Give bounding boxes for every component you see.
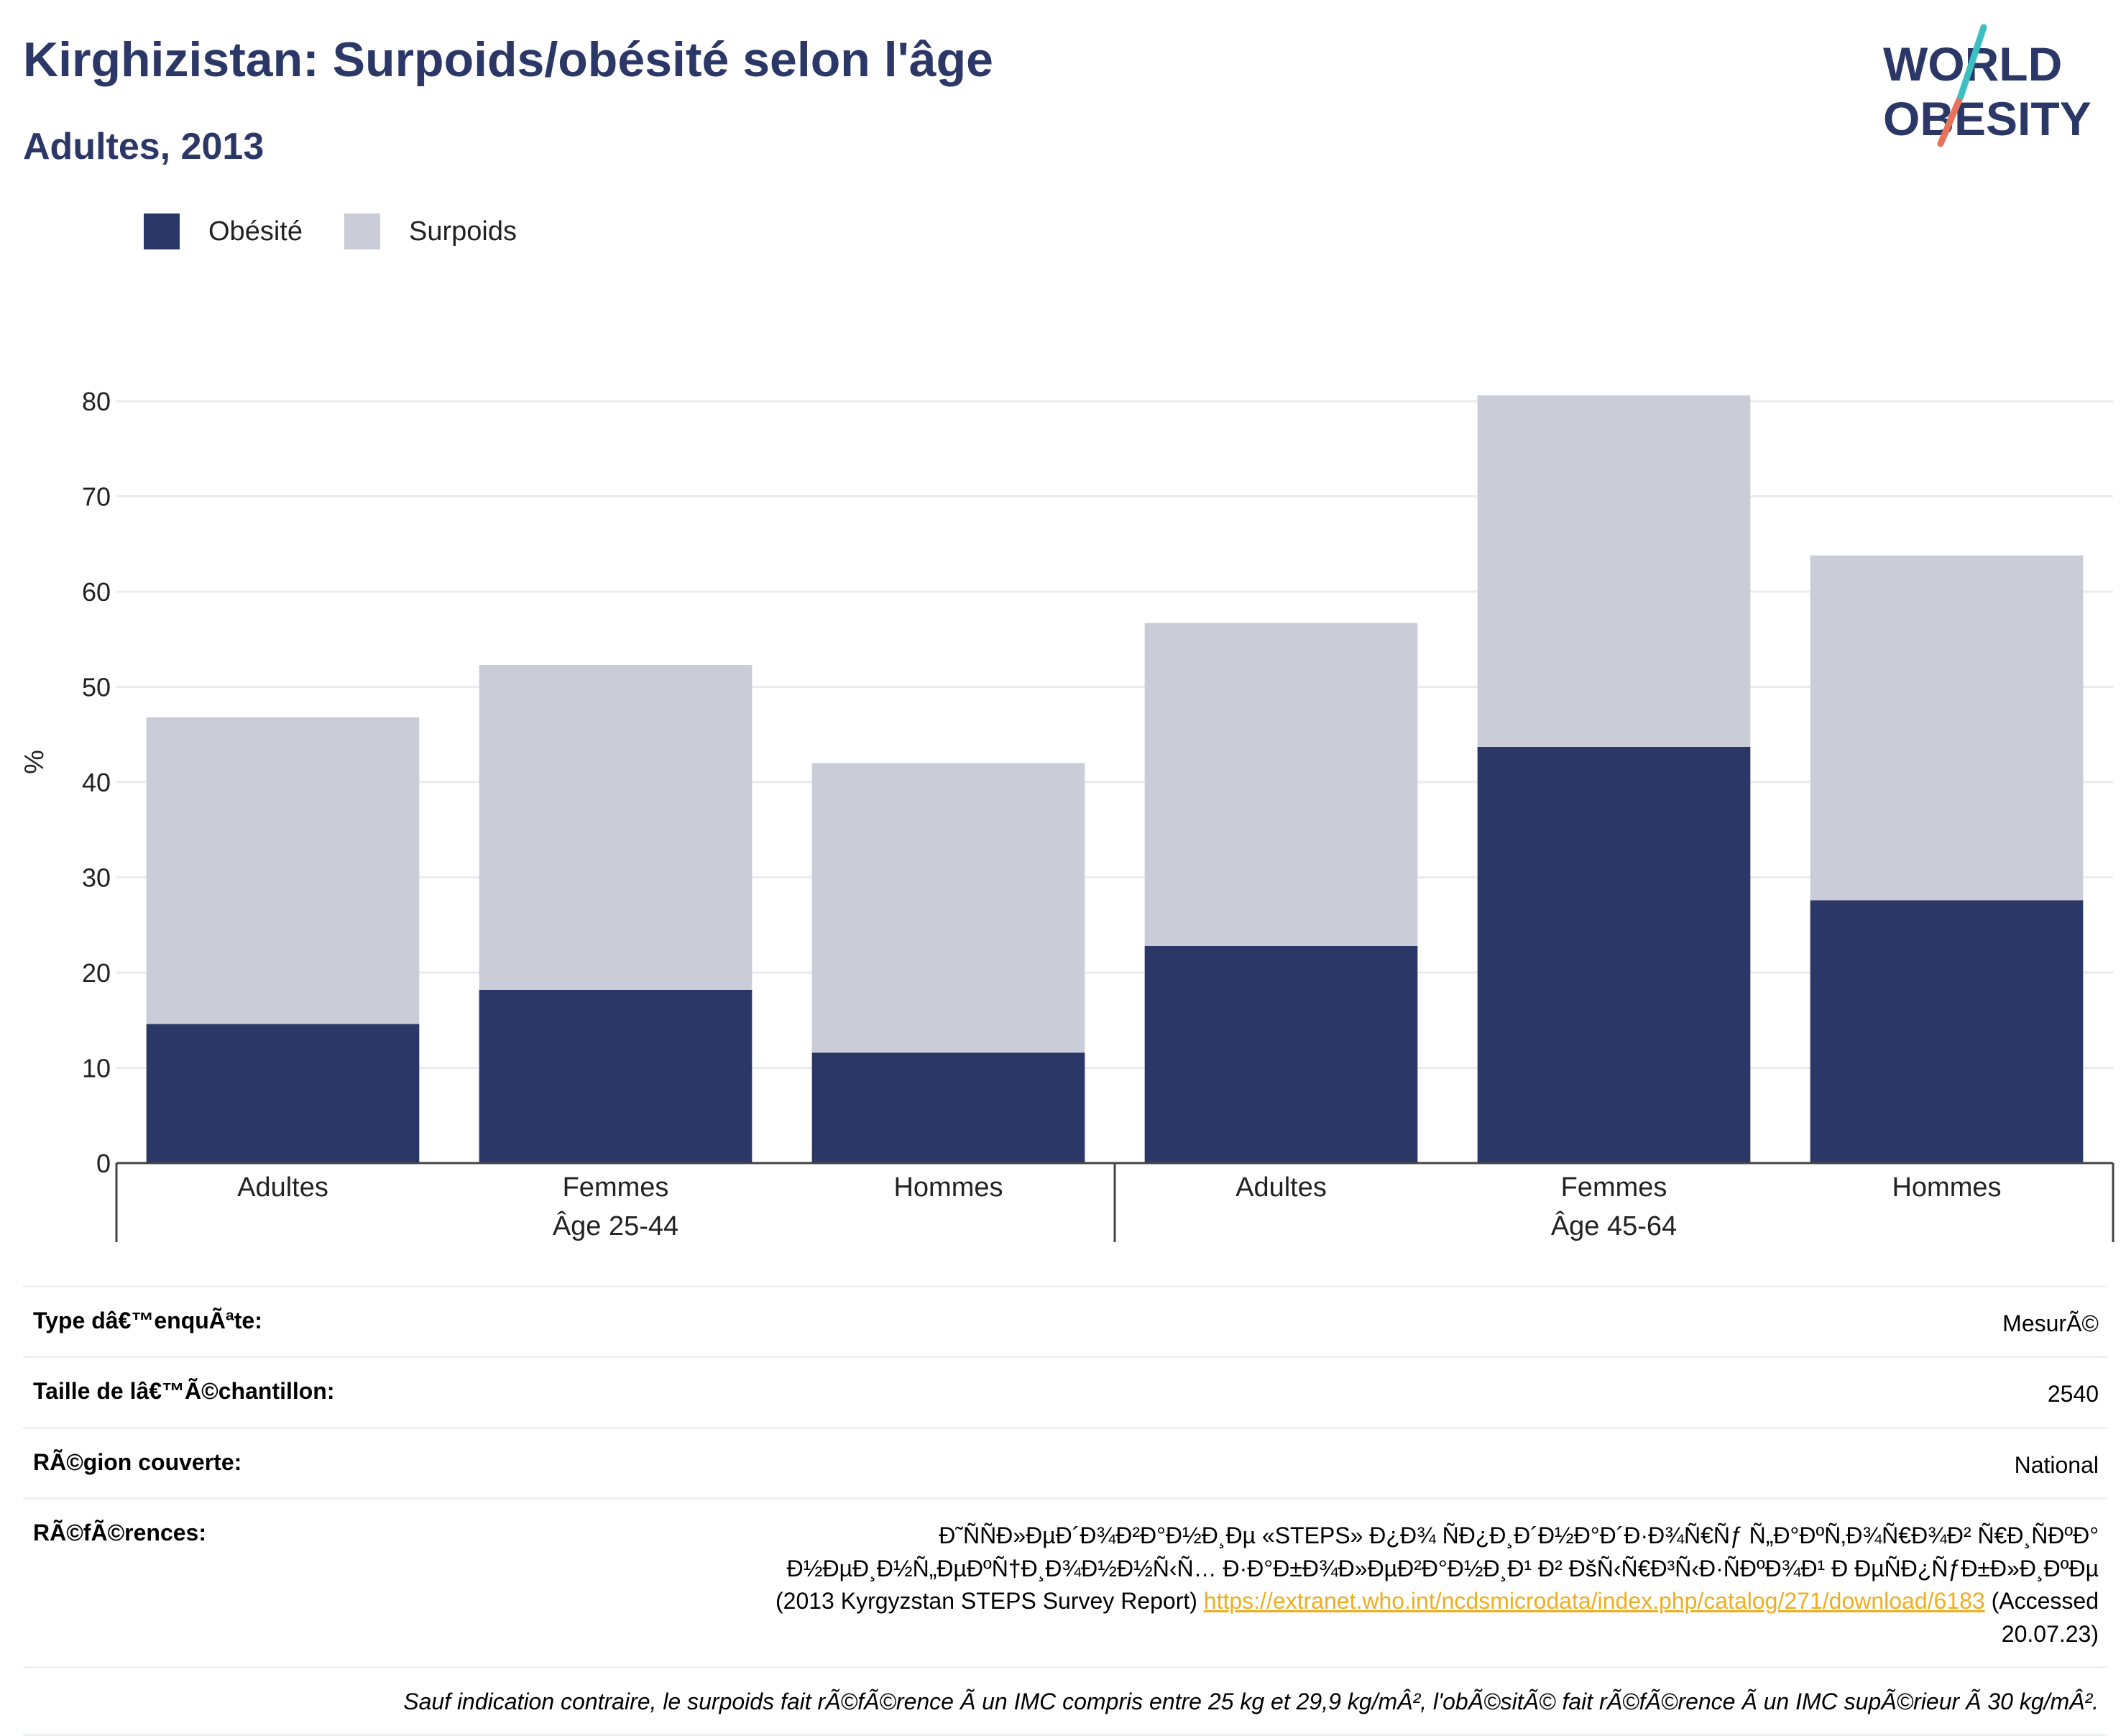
legend-label-obesity: Obésité [208, 216, 303, 247]
x-group-label-0: Âge 25-44 [553, 1211, 678, 1241]
legend-swatch-overweight [344, 213, 380, 249]
references-date: 20.07.23) [2001, 1620, 2099, 1647]
bar-obesity-5 [1810, 900, 2084, 1163]
svg-text:OBESITY: OBESITY [1883, 92, 2092, 145]
legend-swatch-obesity [144, 213, 180, 249]
sample-size-value: 2540 [2047, 1381, 2099, 1407]
references-accessed: (Accessed [1984, 1588, 2099, 1615]
references-line-2: Ð½ÐµÐ¸Ð½Ñ„ÐµÐºÑ†Ð¸Ð¾Ð½Ð½Ñ‹Ñ… Ð·Ð°Ð±Ð¾Ð»Ð… [786, 1555, 2099, 1581]
y-axis-title: % [19, 750, 50, 774]
page-subtitle: Adultes, 2013 [23, 126, 264, 167]
y-tick-label-70: 70 [82, 482, 111, 512]
legend-label-overweight: Surpoids [408, 216, 517, 247]
bar-obesity-0 [146, 1024, 420, 1163]
x-category-label-4: Femmes [1561, 1172, 1667, 1203]
bmi-footnote: Sauf indication contraire, le surpoids f… [23, 1666, 2107, 1736]
bar-overweight-1 [479, 665, 753, 990]
bar-overweight-5 [1810, 555, 2084, 901]
x-category-label-0: Adultes [237, 1172, 328, 1203]
bar-obesity-1 [479, 989, 753, 1163]
legend-item-overweight: Surpoids [344, 213, 517, 249]
y-tick-label-60: 60 [82, 577, 111, 607]
y-tick-label-20: 20 [82, 958, 111, 988]
references-link[interactable]: https://extranet.who.int/ncdsmicrodata/i… [1203, 1588, 1985, 1615]
page-title: Kirghizistan: Surpoids/obésité selon l'â… [23, 32, 993, 87]
survey-type-value: MesurÃ© [2002, 1310, 2099, 1336]
survey-metadata-table: Type dâ€™enquÃªte: MesurÃ© Taille de lâ€… [23, 1285, 2107, 1736]
references-value: Ð˜ÑÑÐ»ÐµÐ´Ð¾Ð²Ð°Ð½Ð¸Ðµ «STEPS» Ð¿Ð¾ ÑÐ¿Ð… [776, 1520, 2099, 1650]
survey-type-label: Type dâ€™enquÃªte: [33, 1308, 262, 1333]
y-tick-label-10: 10 [82, 1054, 111, 1083]
region-label: RÃ©gion couverte: [33, 1448, 242, 1475]
y-tick-label-50: 50 [82, 673, 111, 702]
chart-legend: Obésité Surpoids [144, 213, 558, 250]
references-label: RÃ©fÃ©rences: [33, 1520, 206, 1546]
y-tick-label-30: 30 [82, 863, 111, 893]
x-category-label-3: Adultes [1235, 1172, 1327, 1203]
bar-overweight-3 [1144, 623, 1418, 946]
meta-row-survey-type: Type dâ€™enquÃªte: MesurÃ© [23, 1285, 2107, 1356]
meta-row-sample-size: Taille de lâ€™Ã©chantillon: 2540 [23, 1356, 2107, 1426]
references-report-title: (2013 Kyrgyzstan STEPS Survey Report) [775, 1588, 1204, 1615]
stacked-bar-chart: 0 10 20 30 40 50 60 70 80% Adultes Femmes Hommes Adu… [19, 387, 2115, 1242]
world-obesity-logo: WORLD OBESITY [1883, 24, 2092, 147]
bar-obesity-4 [1477, 746, 1751, 1163]
sample-size-label: Taille de lâ€™Ã©chantillon: [33, 1378, 335, 1405]
bar-obesity-3 [1144, 945, 1418, 1163]
y-tick-label-40: 40 [82, 768, 111, 797]
bar-obesity-2 [811, 1052, 1085, 1163]
x-category-label-5: Hommes [1892, 1172, 2001, 1203]
y-tick-label-0: 0 [96, 1149, 111, 1178]
region-value: National [2014, 1451, 2099, 1478]
meta-row-region: RÃ©gion couverte: National [23, 1426, 2107, 1497]
bar-overweight-0 [146, 717, 420, 1024]
x-category-label-1: Femmes [563, 1172, 669, 1203]
bar-overweight-4 [1477, 395, 1751, 747]
x-category-label-2: Hommes [893, 1172, 1003, 1203]
bar-overweight-2 [811, 763, 1085, 1053]
x-group-label-1: Âge 45-64 [1551, 1211, 1677, 1241]
legend-item-obesity: Obésité [144, 213, 303, 249]
y-tick-label-80: 80 [82, 387, 111, 416]
references-line-1: Ð˜ÑÑÐ»ÐµÐ´Ð¾Ð²Ð°Ð½Ð¸Ðµ «STEPS» Ð¿Ð¾ ÑÐ¿Ð… [939, 1523, 2099, 1549]
meta-row-references: RÃ©fÃ©rences: Ð˜ÑÑÐ»ÐµÐ´Ð¾Ð²Ð°Ð½Ð¸Ðµ «ST… [23, 1497, 2107, 1666]
